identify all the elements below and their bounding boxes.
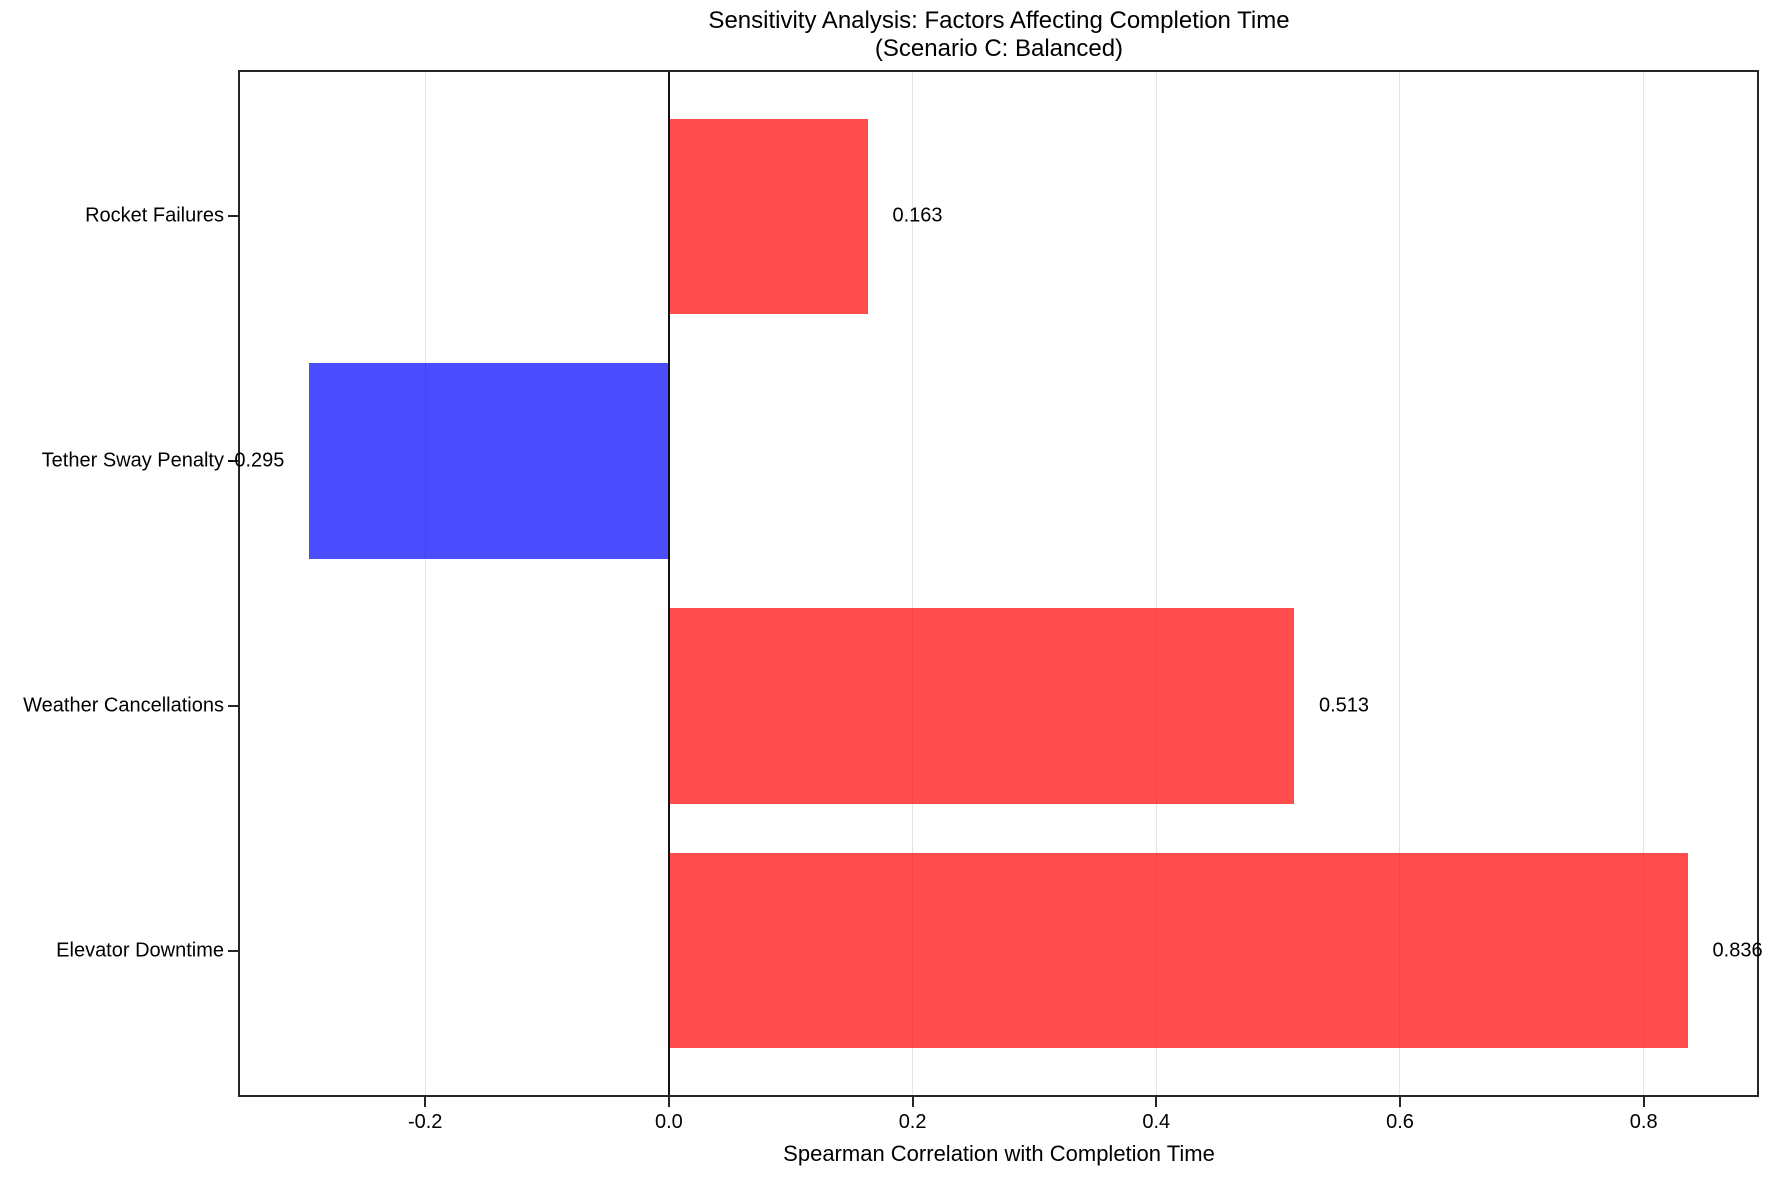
y-tick: [228, 704, 238, 707]
gridline: [424, 72, 426, 1095]
value-label: 0.513: [1318, 694, 1370, 717]
bar: [668, 607, 1294, 804]
x-tick: [1155, 1097, 1158, 1107]
x-tick-label: 0.6: [1386, 1111, 1414, 1133]
x-tick-label: 0.8: [1629, 1111, 1658, 1133]
value-label: -0.295: [227, 449, 285, 472]
y-tick-label: Rocket Failures: [85, 204, 224, 227]
x-tick-label: 0.0: [654, 1111, 683, 1133]
x-tick: [1398, 1097, 1401, 1107]
x-tick: [1642, 1097, 1645, 1107]
chart-title: Sensitivity Analysis: Factors Affecting …: [708, 7, 1290, 34]
zero-line: [667, 72, 670, 1095]
bar: [668, 852, 1688, 1049]
chart-title-block: Sensitivity Analysis: Factors Affecting …: [708, 7, 1289, 63]
chart-subtitle: (Scenario C: Balanced): [874, 35, 1124, 62]
y-tick-label: Tether Sway Penalty: [41, 449, 224, 472]
value-label: 0.836: [1712, 939, 1763, 962]
gridline: [1643, 72, 1645, 1095]
gridline: [1399, 72, 1401, 1095]
x-tick: [911, 1097, 914, 1107]
gridline: [912, 72, 914, 1095]
y-tick-label: Elevator Downtime: [56, 939, 224, 962]
y-tick: [228, 460, 238, 463]
x-axis-label: Spearman Correlation with Completion Tim…: [783, 1141, 1215, 1166]
value-label: 0.163: [892, 204, 943, 227]
y-tick: [228, 949, 238, 952]
bar: [668, 118, 868, 315]
x-tick-label: -0.2: [407, 1111, 443, 1133]
y-tick: [228, 215, 238, 218]
bar: [309, 363, 669, 560]
y-tick-label: Weather Cancellations: [23, 694, 224, 717]
x-tick-label: 0.2: [898, 1111, 927, 1133]
gridline: [1155, 72, 1157, 1095]
x-tick: [424, 1097, 427, 1107]
x-tick: [667, 1097, 670, 1107]
plot-area: -0.2 0.0 0.2 0.4 0.6 0.8 Rocket Failures Tether…: [23, 70, 1763, 1133]
x-tick-label: 0.4: [1142, 1111, 1171, 1133]
